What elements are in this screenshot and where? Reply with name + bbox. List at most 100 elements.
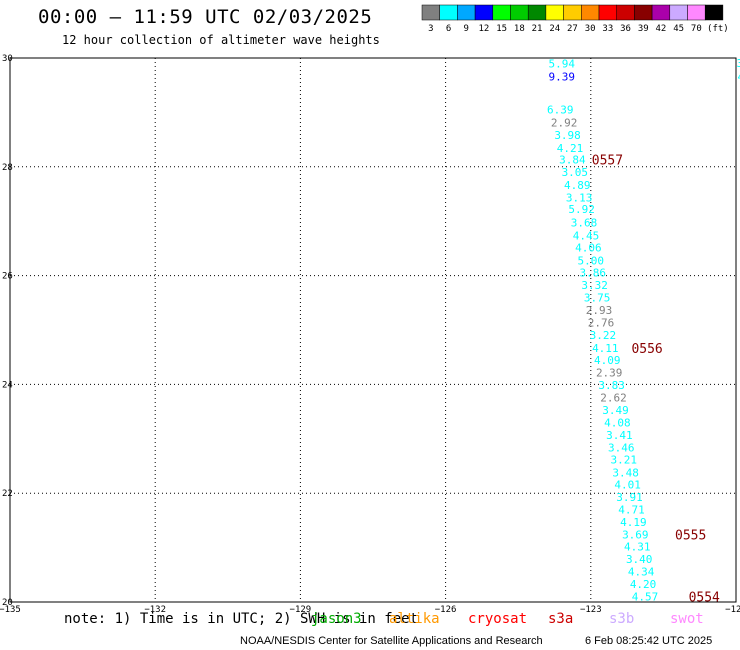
time-annotation: 0554 — [689, 591, 720, 606]
colorbar-swatch — [687, 4, 706, 21]
swh-label: 4.08 — [604, 416, 631, 429]
swh-label: 4.20 — [630, 578, 657, 591]
plot-frame — [9, 57, 737, 603]
y-tick-label: 26 — [2, 272, 13, 282]
colorbar-unit: (ft) — [707, 24, 729, 34]
chart-title: 00:00 — 11:59 UTC 02/03/2025 — [38, 6, 373, 28]
swh-label: 4.06 — [575, 241, 602, 254]
y-tick-label: 22 — [2, 489, 13, 499]
swh-label: 4.34 — [628, 566, 655, 579]
swh-label: 2.76 — [588, 316, 615, 329]
colorbar-swatch — [527, 4, 547, 21]
legend-s3a: s3a — [548, 611, 574, 627]
colorbar-label: 45 — [673, 24, 684, 34]
swh-label: 3.21 — [610, 453, 637, 466]
swh-label: 2.92 — [551, 117, 578, 130]
swh-label: 3.84 — [559, 154, 586, 167]
swh-label: 4.21 — [557, 142, 584, 155]
colorbar-label: 33 — [602, 24, 613, 34]
colorbar-swatch — [598, 4, 617, 21]
swh-label: 3.41 — [606, 429, 633, 442]
y-tick-label: 28 — [2, 163, 13, 173]
legend-swot: swot — [670, 611, 704, 627]
colorbar-label: 15 — [496, 24, 507, 34]
swh-label: 2.39 — [596, 366, 623, 379]
swh-label: 5.00 — [578, 254, 605, 267]
legend-altika: altika — [389, 611, 440, 627]
legend-row: note: 1) Time is in UTC; 2) SWH is in fe… — [0, 611, 740, 631]
swh-label: 4.57 — [632, 591, 659, 604]
swh-label: 3.46 — [608, 442, 635, 455]
swh-label: 3.40 — [626, 553, 653, 566]
x-tick-label: −120 — [725, 605, 740, 615]
x-tick-label: −132 — [144, 605, 166, 615]
colorbar-label: 3 — [428, 24, 433, 34]
legend-cryosat: cryosat — [468, 611, 528, 627]
colorbar-label: 39 — [638, 24, 649, 34]
colorbar-swatch — [421, 4, 440, 21]
swh-label: 5.94 — [549, 57, 576, 70]
y-tick-label: 20 — [2, 598, 13, 608]
colorbar-label: 9 — [464, 24, 469, 34]
swh-label: 4.31 — [624, 541, 651, 554]
note-text: note: 1) Time is in UTC; 2) SWH is in fe… — [64, 611, 419, 627]
y-tick-label: 30 — [2, 54, 13, 64]
legend-s3b: s3b — [609, 611, 635, 627]
swh-label: 3.49 — [602, 404, 629, 417]
swh-label: 4.19 — [620, 516, 647, 529]
x-tick-label: −123 — [580, 605, 602, 615]
swh-label: 3.75 — [584, 291, 611, 304]
chart-subtitle: 12 hour collection of altimeter wave hei… — [62, 33, 380, 47]
colorbar-label: 42 — [656, 24, 667, 34]
swh-label: 3.91 — [616, 491, 643, 504]
swh-label: 6.39 — [547, 104, 574, 117]
time-annotation: 0557 — [592, 154, 623, 169]
colorbar-swatch — [492, 4, 511, 21]
swh-label: 4.09 — [594, 354, 621, 367]
y-tick-label: 24 — [2, 380, 13, 390]
colorbar-swatch — [474, 4, 494, 21]
colorbar-label: 24 — [549, 24, 560, 34]
colorbar-swatch — [439, 4, 458, 21]
swh-label: 3 — [737, 57, 740, 70]
swh-label: 4.71 — [618, 504, 645, 517]
swh-label: 9.39 — [549, 70, 576, 83]
legend-jason3: jason3 — [311, 611, 362, 627]
footer-credit: NOAA/NESDIS Center for Satellite Applica… — [240, 635, 543, 647]
colorbar-swatch — [581, 4, 600, 21]
swh-label: 3.69 — [622, 529, 649, 542]
swh-label: 4.45 — [573, 229, 600, 242]
swh-label: 3.68 — [571, 216, 598, 229]
colorbar-label: 70 — [691, 24, 702, 34]
colorbar-label: 12 — [479, 24, 490, 34]
swh-label: 2.93 — [586, 304, 613, 317]
colorbar-swatch — [669, 4, 688, 21]
colorbar-swatch — [651, 4, 671, 21]
swh-label: 5.92 — [568, 203, 595, 216]
footer-timestamp: 6 Feb 08:25:42 UTC 2025 — [585, 635, 713, 647]
swh-label: 3.05 — [562, 166, 589, 179]
swh-label: 3.48 — [612, 467, 639, 480]
swh-label: 3.83 — [598, 379, 625, 392]
colorbar-label: 18 — [514, 24, 525, 34]
swh-label: 3.32 — [581, 279, 608, 292]
swh-label: 4.11 — [592, 342, 619, 355]
colorbar-label: 6 — [446, 24, 451, 34]
colorbar-label: 30 — [585, 24, 596, 34]
colorbar-swatch — [510, 4, 529, 21]
swh-label: 3.98 — [554, 129, 581, 142]
time-annotation: 0555 — [675, 529, 706, 544]
swh-label: 4.01 — [614, 478, 641, 491]
colorbar-swatch — [704, 4, 724, 21]
x-tick-label: −135 — [0, 605, 21, 615]
colorbar-swatch — [563, 4, 582, 21]
swh-label: 3.86 — [579, 266, 606, 279]
colorbar-swatch — [634, 4, 653, 21]
swh-label: 2.62 — [600, 391, 627, 404]
colorbar-swatch — [616, 4, 635, 21]
x-tick-label: −129 — [290, 605, 312, 615]
colorbar-label: 27 — [567, 24, 578, 34]
colorbar-label: 36 — [620, 24, 631, 34]
colorbar-swatch — [545, 4, 564, 21]
